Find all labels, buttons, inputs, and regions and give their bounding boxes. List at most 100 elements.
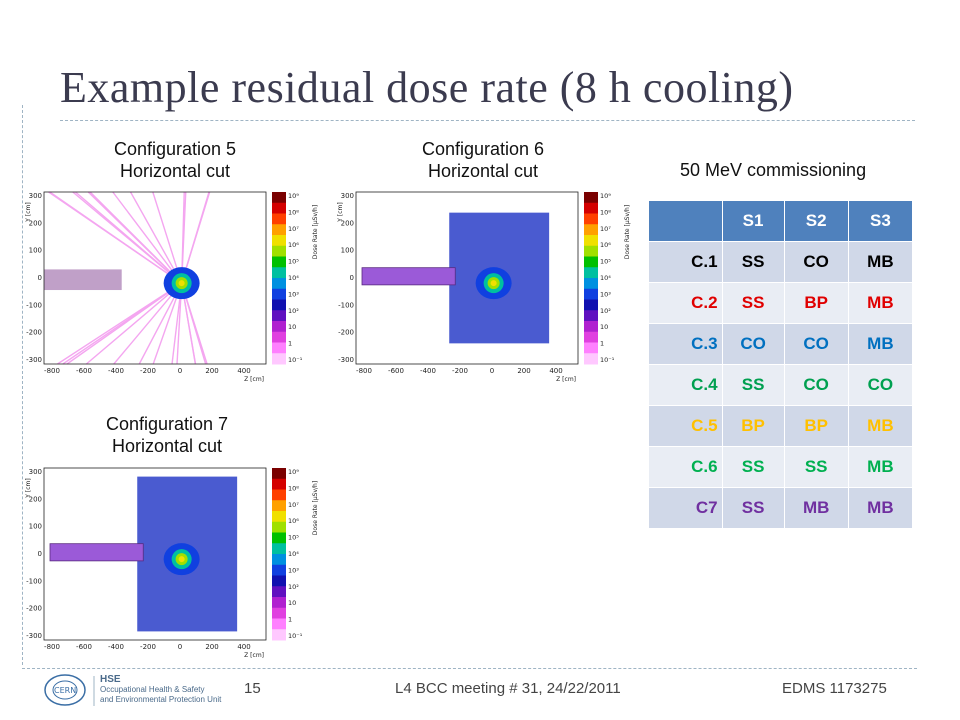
commissioning-label: 50 MeV commissioning [680, 160, 866, 181]
table-row-label: C.6 [649, 447, 723, 488]
x-tick-label: -200 [452, 367, 468, 375]
x-tick-label: 0 [178, 367, 182, 375]
colorbar-tick-label: 10³ [288, 290, 299, 298]
table-cell: MB [848, 447, 912, 488]
colorbar-tick-label: 10⁹ [600, 192, 611, 200]
y-tick-label: 300 [29, 192, 42, 200]
colorbar-tick-label: 10 [288, 599, 296, 607]
colorbar-tick-label: 10⁵ [288, 258, 299, 266]
configuration-table: S1 S2 S3 C.1 SS CO MB C.2 SS BP MB C.3 CO CO MB C.4 S… [648, 200, 913, 529]
x-tick-label: -600 [388, 367, 404, 375]
table-cell: BP [784, 406, 848, 447]
colorbar-swatch [272, 246, 286, 257]
colorbar-tick-label: 10⁴ [288, 550, 299, 558]
hotspot [179, 556, 185, 562]
dose-map-configuration-6: 300 200 100 0 -100 -200 -300 -800 -600 -400 -200 0 2… [336, 186, 636, 386]
colorbar-swatch [272, 554, 286, 565]
colorbar-tick-label: 10 [600, 323, 608, 331]
colorbar-swatch [584, 343, 598, 354]
colorbar-swatch [584, 192, 598, 203]
colorbar-tick-label: 10⁸ [288, 484, 299, 492]
colorbar-swatch [272, 257, 286, 268]
colorbar-swatch [584, 289, 598, 300]
table-cell: MB [848, 324, 912, 365]
table-row-label: C.4 [649, 365, 723, 406]
hse-unit-label: HSE Occupational Health & Safety and Env… [100, 675, 221, 705]
colorbar-swatch [272, 543, 286, 554]
caption-configuration-6: Configuration 6 Horizontal cut [388, 138, 578, 182]
dose-map-configuration-5: 300 200 100 0 -100 -200 -300 -800 -600 -400 -200 0 2… [24, 186, 324, 386]
table-row-label: C.3 [649, 324, 723, 365]
colorbar-tick-label: 10⁷ [288, 225, 299, 233]
table-cell: MB [784, 488, 848, 529]
colorbar-tick-label: 10⁵ [600, 258, 611, 266]
colorbar-swatch [272, 586, 286, 597]
colorbar-swatch [272, 533, 286, 544]
table-header-cell: S2 [784, 201, 848, 242]
y-tick-label: 300 [29, 468, 42, 476]
meeting-info: L4 BCC meeting # 31, 24/22/2011 [395, 680, 621, 697]
colorbar-tick-label: 10⁶ [288, 241, 299, 249]
colorbar-swatch [584, 224, 598, 235]
colorbar-label: Dose Rate [µSv/h] [312, 205, 319, 259]
beam-pipe-shadow [44, 269, 122, 290]
colorbar-swatch [584, 332, 598, 343]
table-cell: MB [848, 242, 912, 283]
colorbar-swatch [272, 500, 286, 511]
colorbar-tick-label: 10⁻¹ [288, 356, 303, 364]
colorbar-swatch [584, 300, 598, 311]
hotspot [179, 280, 185, 286]
table-row-label: C.5 [649, 406, 723, 447]
x-tick-label: 200 [517, 367, 530, 375]
colorbar-swatch [272, 321, 286, 332]
colorbar-tick-label: 10⁹ [288, 192, 299, 200]
footer-divider [22, 668, 917, 669]
x-tick-label: 400 [237, 367, 250, 375]
table-cell: CO [848, 365, 912, 406]
caption-line: Horizontal cut [72, 435, 262, 457]
y-tick-label: 100 [29, 247, 42, 255]
colorbar-swatch [272, 629, 286, 640]
y-tick-label: 300 [341, 192, 354, 200]
colorbar-swatch [584, 278, 598, 289]
colorbar-swatch [584, 203, 598, 214]
table-cell: SS [722, 488, 784, 529]
table-header-cell: S1 [722, 201, 784, 242]
title-divider [60, 120, 915, 121]
table-cell: BP [722, 406, 784, 447]
colorbar-swatch [272, 224, 286, 235]
table-cell: CO [784, 324, 848, 365]
colorbar-swatch [272, 214, 286, 225]
colorbar-swatch [584, 353, 598, 364]
colorbar-swatch [584, 257, 598, 268]
page-number: 15 [244, 680, 261, 697]
colorbar-swatch [272, 608, 286, 619]
colorbar-swatch [272, 343, 286, 354]
left-divider [22, 105, 23, 665]
colorbar-swatch [272, 235, 286, 246]
dose-map-svg: 3002001000-100-200-300-800 -600 -400 -200 0 2… [336, 186, 636, 386]
x-tick-label: -200 [140, 367, 156, 375]
colorbar-tick-label: 10⁻¹ [600, 356, 615, 364]
y-tick-label: -300 [338, 356, 354, 364]
y-tick-label: -200 [26, 329, 42, 337]
y-axis-label: Y [cm] [337, 202, 344, 222]
colorbar-tick-label: 10³ [600, 290, 611, 298]
y-tick-label: -100 [338, 301, 354, 309]
table-cell: MB [848, 406, 912, 447]
table-row: C7 SS MB MB [649, 488, 913, 529]
x-tick-label: 0 [178, 643, 182, 651]
x-tick-label: 200 [205, 643, 218, 651]
x-tick-label: -800 [44, 367, 60, 375]
colorbar-tick-label: 1 [288, 616, 292, 624]
svg-text:CERN: CERN [54, 686, 76, 695]
caption-line: Horizontal cut [388, 160, 578, 182]
colorbar-tick-label: 10⁷ [600, 225, 611, 233]
y-tick-label: -100 [26, 301, 42, 309]
colorbar-swatch [584, 267, 598, 278]
x-tick-label: -600 [76, 643, 92, 651]
table-row: C.4 SS CO CO [649, 365, 913, 406]
colorbar-tick-label: 10⁸ [288, 208, 299, 216]
y-tick-label: 0 [350, 274, 354, 282]
caption-line: Configuration 5 [80, 138, 270, 160]
